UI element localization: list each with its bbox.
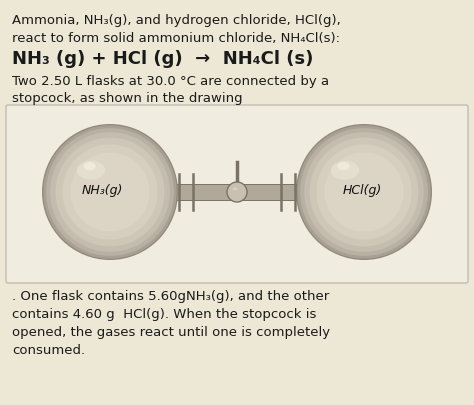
Circle shape — [300, 129, 428, 256]
Circle shape — [50, 133, 170, 252]
Circle shape — [42, 125, 178, 260]
Text: consumed.: consumed. — [12, 343, 85, 356]
Text: opened, the gases react until one is completely: opened, the gases react until one is com… — [12, 325, 330, 338]
Ellipse shape — [331, 161, 359, 180]
Ellipse shape — [77, 161, 105, 180]
Circle shape — [297, 126, 431, 259]
Text: Two 2.50 L flasks at 30.0 °C are connected by a: Two 2.50 L flasks at 30.0 °C are connect… — [12, 75, 329, 88]
Circle shape — [227, 183, 247, 202]
Circle shape — [296, 125, 432, 260]
Ellipse shape — [83, 163, 96, 171]
Text: NH₃(g): NH₃(g) — [82, 184, 123, 197]
Text: stopcock, as shown in the drawing: stopcock, as shown in the drawing — [12, 92, 243, 105]
Text: contains 4.60 g  HCl(g). When the stopcock is: contains 4.60 g HCl(g). When the stopcoc… — [12, 307, 316, 320]
Ellipse shape — [233, 188, 237, 191]
Text: HCl(g): HCl(g) — [342, 184, 382, 197]
Circle shape — [317, 145, 411, 240]
Circle shape — [325, 153, 403, 232]
FancyBboxPatch shape — [6, 106, 468, 284]
Ellipse shape — [337, 163, 350, 171]
Circle shape — [304, 133, 424, 252]
Text: . One flask contains 5.60gNH₃(g), and the other: . One flask contains 5.60gNH₃(g), and th… — [12, 289, 329, 302]
Circle shape — [55, 138, 164, 247]
Bar — [161, 185, 313, 200]
Circle shape — [310, 138, 419, 247]
Circle shape — [63, 145, 157, 240]
Circle shape — [43, 126, 177, 259]
Text: react to form solid ammonium chloride, NH₄Cl(s):: react to form solid ammonium chloride, N… — [12, 32, 340, 45]
Text: Ammonia, NH₃(g), and hydrogen chloride, HCl(g),: Ammonia, NH₃(g), and hydrogen chloride, … — [12, 14, 341, 27]
Circle shape — [46, 129, 174, 256]
Text: NH₃ (g) + HCl (g)  →  NH₄Cl (s): NH₃ (g) + HCl (g) → NH₄Cl (s) — [12, 50, 313, 68]
Circle shape — [71, 153, 149, 232]
